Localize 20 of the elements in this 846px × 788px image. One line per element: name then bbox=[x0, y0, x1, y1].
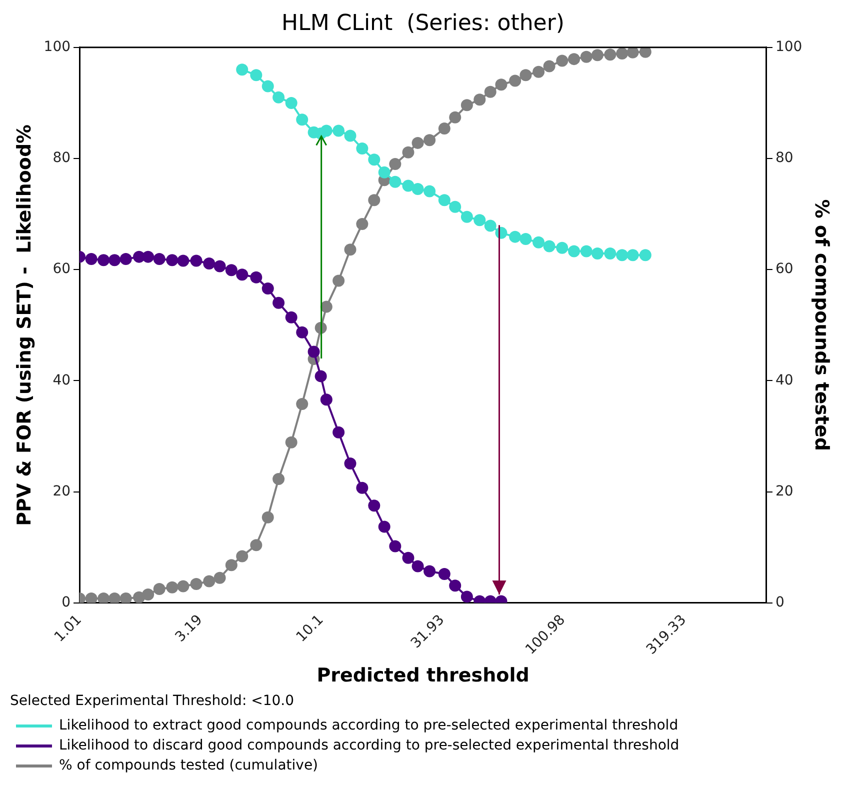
y-tick-label: 80 bbox=[52, 150, 71, 166]
y-tick-label: 60 bbox=[52, 261, 71, 278]
y-tick-label: 100 bbox=[44, 39, 71, 56]
y2-tick-label: 100 bbox=[775, 39, 802, 56]
y2-tick-label: 20 bbox=[775, 483, 794, 500]
legend-label: Likelihood to discard good compounds according to pre-selected experimental threshold bbox=[59, 738, 680, 754]
y-tick-label: 40 bbox=[52, 372, 71, 388]
legend-label: Likelihood to extract good compounds according to pre-selected experimental threshold bbox=[59, 718, 678, 734]
y2-tick-label: 80 bbox=[775, 150, 794, 166]
y-tick-label: 0 bbox=[62, 594, 71, 611]
y-tick-label: 20 bbox=[52, 483, 71, 500]
x-axis-title: Predicted threshold bbox=[316, 664, 530, 687]
chart-title: HLM CLint (Series: other) bbox=[282, 10, 564, 36]
y-axis-title: PPV & FOR (using SET) - Likelihood% bbox=[13, 124, 36, 526]
y2-axis-title: % of compounds tested bbox=[810, 199, 833, 452]
y2-tick-label: 40 bbox=[775, 372, 794, 388]
y2-tick-label: 60 bbox=[775, 261, 794, 278]
legend-title: Selected Experimental Threshold: <10.0 bbox=[10, 692, 294, 709]
y2-tick-label: 0 bbox=[775, 594, 784, 611]
legend-label: % of compounds tested (cumulative) bbox=[59, 758, 318, 774]
